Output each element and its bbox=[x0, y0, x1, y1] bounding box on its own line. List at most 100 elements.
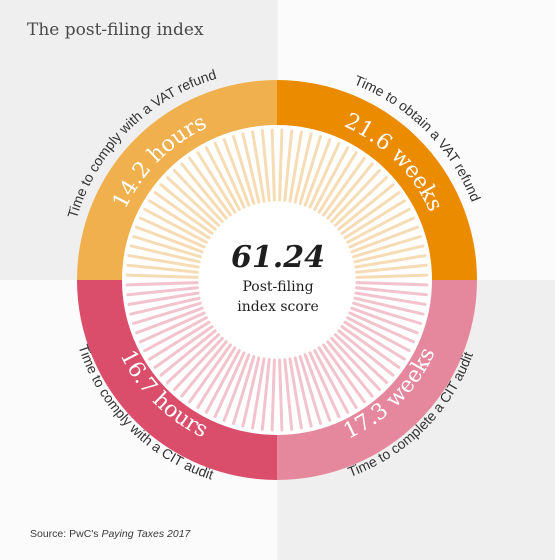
radial-ray bbox=[283, 358, 294, 431]
center-score: 61.24 Post-filing index score bbox=[200, 240, 356, 316]
radial-ray bbox=[148, 199, 211, 240]
radial-ray bbox=[348, 311, 416, 344]
radial-ray bbox=[132, 235, 202, 259]
radial-ray bbox=[260, 129, 271, 202]
radial-ray bbox=[298, 135, 322, 205]
radial-ray bbox=[322, 156, 366, 217]
radial-ray bbox=[204, 146, 241, 211]
radial-rays bbox=[125, 128, 429, 432]
radial-ray bbox=[173, 336, 224, 391]
radial-ray bbox=[196, 346, 237, 409]
radial-ray bbox=[322, 343, 366, 404]
radial-ray bbox=[343, 199, 406, 240]
radial-ray bbox=[326, 162, 374, 220]
radial-ray bbox=[129, 244, 201, 264]
radial-ray bbox=[355, 286, 428, 297]
radial-ray bbox=[270, 128, 276, 202]
radial-ray bbox=[153, 325, 214, 369]
radial-ray bbox=[340, 325, 401, 369]
radial-ray bbox=[348, 216, 416, 249]
radial-ray bbox=[188, 343, 232, 404]
radial-ray bbox=[340, 191, 401, 235]
radial-ray bbox=[232, 135, 256, 205]
radial-ray bbox=[350, 306, 419, 335]
radial-ray bbox=[308, 351, 341, 419]
page-title: The post-filing index bbox=[27, 20, 204, 40]
radial-ray bbox=[303, 138, 332, 207]
radial-ray bbox=[241, 132, 261, 204]
radial-ray bbox=[138, 311, 206, 344]
radial-ray bbox=[166, 176, 221, 227]
radial-ray bbox=[308, 141, 341, 209]
radial-ray bbox=[337, 183, 395, 231]
radial-ray bbox=[330, 336, 381, 391]
radial-ray bbox=[132, 301, 202, 325]
radial-ray bbox=[288, 357, 303, 430]
radial-ray bbox=[127, 291, 200, 306]
radial-ray bbox=[173, 169, 224, 224]
radial-ray bbox=[129, 296, 201, 316]
radial-ray bbox=[353, 296, 425, 316]
source-note: Source: PwC's Paying Taxes 2017 bbox=[30, 528, 190, 540]
radial-ray bbox=[232, 355, 256, 425]
radial-ray bbox=[270, 358, 276, 432]
radial-ray bbox=[125, 273, 199, 279]
radial-ray bbox=[355, 273, 429, 279]
radial-ray bbox=[153, 191, 214, 235]
radial-ray bbox=[303, 353, 332, 422]
radial-ray bbox=[278, 358, 284, 432]
radial-ray bbox=[138, 216, 206, 249]
radial-ray bbox=[350, 225, 419, 254]
radial-ray bbox=[355, 263, 428, 274]
radial-ray bbox=[166, 333, 221, 384]
radial-ray bbox=[333, 333, 388, 384]
radial-ray bbox=[283, 129, 294, 202]
radial-ray bbox=[346, 207, 411, 244]
radial-ray bbox=[222, 353, 251, 422]
radial-ray bbox=[204, 349, 241, 414]
radial-ray bbox=[251, 130, 266, 203]
radial-ray bbox=[180, 162, 228, 220]
radial-ray bbox=[298, 355, 322, 425]
radial-ray bbox=[213, 351, 246, 419]
radial-ray bbox=[188, 156, 232, 217]
radial-ray bbox=[317, 346, 358, 409]
radial-ray bbox=[213, 141, 246, 209]
radial-ray bbox=[317, 151, 358, 214]
center-score-value: 61.24 bbox=[231, 240, 325, 275]
radial-ray bbox=[326, 340, 374, 398]
radial-ray bbox=[180, 340, 228, 398]
radial-ray bbox=[126, 286, 199, 297]
radial-ray bbox=[333, 176, 388, 227]
radial-ray bbox=[148, 320, 211, 361]
radial-ray bbox=[278, 128, 284, 202]
radial-ray bbox=[159, 329, 217, 377]
radial-ray bbox=[127, 254, 200, 269]
radial-ray bbox=[352, 301, 422, 325]
radial-ray bbox=[143, 316, 208, 353]
radial-ray bbox=[337, 329, 395, 377]
radial-ray bbox=[126, 263, 199, 274]
source-prefix: Source: PwC's bbox=[30, 528, 102, 540]
radial-ray bbox=[293, 132, 313, 204]
radial-ray bbox=[241, 356, 261, 428]
radial-ray bbox=[346, 316, 411, 353]
radial-ray bbox=[355, 281, 429, 287]
radial-ray bbox=[354, 291, 427, 306]
radial-ray bbox=[343, 320, 406, 361]
radial-ray bbox=[354, 254, 427, 269]
radial-ray bbox=[313, 146, 350, 211]
radial-ray bbox=[288, 130, 303, 203]
radial-ray bbox=[353, 244, 425, 264]
radial-ray bbox=[222, 138, 251, 207]
center-score-label-line1: Post-filing bbox=[242, 279, 314, 295]
radial-ray bbox=[260, 358, 271, 431]
center-score-label-line2: index score bbox=[237, 299, 319, 315]
radial-ray bbox=[293, 356, 313, 428]
radial-ray bbox=[159, 183, 217, 231]
radial-ray bbox=[352, 235, 422, 259]
radial-ray bbox=[330, 169, 381, 224]
source-publication: Paying Taxes 2017 bbox=[101, 528, 191, 540]
center-disc bbox=[201, 204, 353, 356]
